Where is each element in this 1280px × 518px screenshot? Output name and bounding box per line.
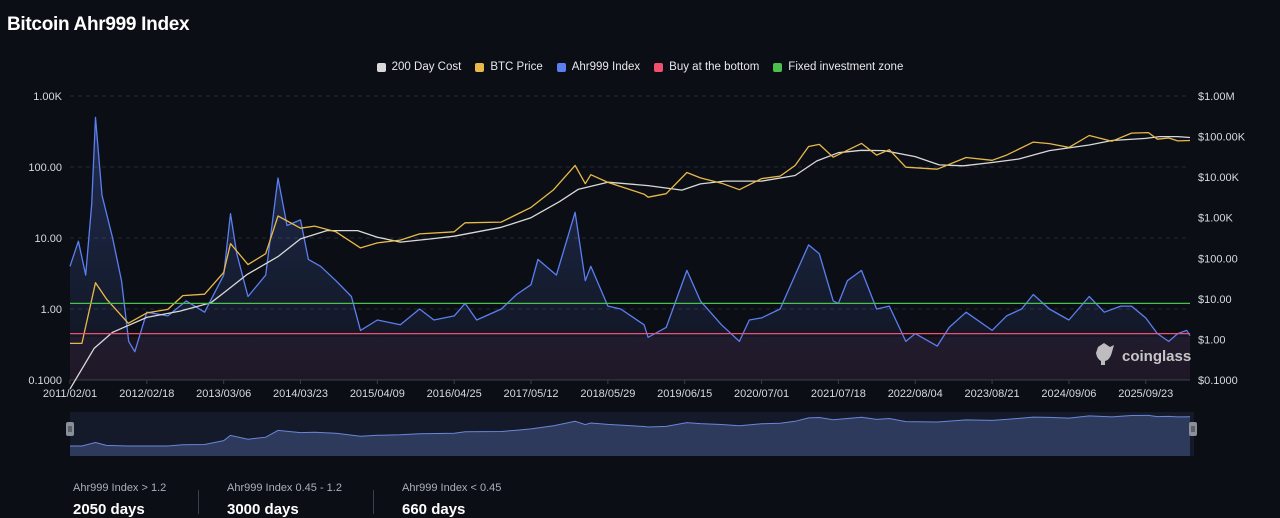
- legend-swatch: [475, 62, 485, 72]
- legend-swatch: [654, 62, 664, 72]
- x-tick-label: 2017/05/12: [504, 388, 559, 400]
- stat-value: 660 days: [402, 501, 466, 518]
- y-right-tick-label: $1.00K: [1198, 213, 1234, 225]
- legend-label: Fixed investment zone: [788, 61, 904, 73]
- stat-below-0-45: Ahr999 Index < 0.45 660 days: [402, 482, 501, 518]
- navigator-handle-right[interactable]: [1189, 422, 1197, 436]
- legend-item-btc-price[interactable]: BTC Price: [475, 61, 543, 73]
- x-tick-label: 2015/04/09: [350, 388, 405, 400]
- x-tick-label: 2024/09/06: [1041, 388, 1096, 400]
- x-tick-label: 2011/02/01: [43, 388, 97, 400]
- chart-legend: 200 Day Cost BTC Price Ahr999 Index Buy …: [0, 61, 1280, 73]
- watermark: coinglass: [1096, 343, 1191, 365]
- series-line-ahr999-index[interactable]: [69, 116, 1191, 353]
- stat-value: 2050 days: [73, 501, 145, 518]
- legend-label: Buy at the bottom: [669, 61, 760, 73]
- series-line-btc-price[interactable]: [70, 131, 1191, 345]
- stat-value: 3000 days: [227, 501, 299, 518]
- y-axis-left: 0.1000 1.00 10.00 100.00 1.00K: [28, 91, 62, 387]
- x-tick-label: 2019/06/15: [657, 388, 712, 400]
- legend-swatch: [556, 62, 566, 72]
- navigator[interactable]: [66, 412, 1197, 456]
- x-tick-label: 2012/02/18: [119, 388, 174, 400]
- stat-label: Ahr999 Index > 1.2: [73, 482, 167, 494]
- y-left-tick-label: 1.00: [41, 304, 62, 316]
- legend-item-ahr999-index[interactable]: Ahr999 Index: [556, 61, 641, 73]
- y-left-tick-label: 100.00: [28, 162, 62, 174]
- y-left-tick-label: 0.1000: [28, 375, 62, 387]
- y-right-tick-label: $1.00: [1198, 334, 1226, 346]
- x-tick-label: 2020/07/01: [734, 388, 789, 400]
- x-tick-label: 2022/08/04: [888, 388, 943, 400]
- navigator-line: [70, 414, 1191, 447]
- legend-swatch: [773, 62, 783, 72]
- y-right-tick-label: $10.00K: [1198, 172, 1240, 184]
- y-right-tick-label: $1.00M: [1198, 91, 1235, 103]
- navigator-handle-left[interactable]: [66, 422, 74, 436]
- stats-panel: Ahr999 Index > 1.2 2050 days Ahr999 Inde…: [0, 482, 1280, 518]
- watermark-text: coinglass: [1122, 348, 1191, 365]
- legend-label: BTC Price: [490, 61, 543, 73]
- series-area-ahr999-index: [70, 117, 1190, 381]
- legend-label: 200 Day Cost: [391, 61, 462, 73]
- legend-swatch: [376, 62, 386, 72]
- y-left-tick-label: 10.00: [34, 233, 62, 245]
- x-tick-label: 2025/09/23: [1118, 388, 1173, 400]
- navigator-area: [70, 415, 1190, 456]
- y-right-tick-label: $10.00: [1198, 294, 1232, 306]
- x-tick-label: 2014/03/23: [273, 388, 328, 400]
- legend-item-fixed-investment-zone[interactable]: Fixed investment zone: [773, 61, 903, 73]
- navigator-series: [70, 414, 1191, 456]
- x-axis: 2011/02/01 2012/02/18 2013/03/06 2014/03/23…: [43, 379, 1190, 400]
- x-tick-label: 2018/05/29: [580, 388, 635, 400]
- coinglass-logo-icon: [1096, 343, 1114, 365]
- x-tick-label: 2023/08/21: [965, 388, 1020, 400]
- x-tick-label: 2021/07/18: [811, 388, 866, 400]
- y-right-tick-label: $100.00K: [1198, 132, 1246, 144]
- stat-label: Ahr999 Index 0.45 - 1.2: [227, 482, 342, 494]
- y-axis-right: $0.1000 $1.00 $10.00 $100.00 $1.00K $10.00K $1…: [1198, 91, 1246, 387]
- stat-label: Ahr999 Index < 0.45: [402, 482, 502, 494]
- series-line-200-day-cost[interactable]: [69, 135, 1191, 390]
- stat-divider: [198, 490, 199, 514]
- stat-above-1-2: Ahr999 Index > 1.2 2050 days: [73, 482, 166, 518]
- x-tick-label: 2016/04/25: [427, 388, 482, 400]
- legend-item-buy-at-the-bottom[interactable]: Buy at the bottom: [654, 61, 759, 73]
- series-layer: [69, 116, 1191, 390]
- legend-label: Ahr999 Index: [571, 61, 641, 73]
- stat-between: Ahr999 Index 0.45 - 1.2 3000 days: [227, 482, 342, 518]
- threshold-lines: [70, 302, 1190, 335]
- x-tick-label: 2013/03/06: [196, 388, 251, 400]
- y-left-tick-label: 1.00K: [33, 91, 62, 103]
- page-title: Bitcoin Ahr999 Index: [7, 14, 190, 35]
- stat-divider: [373, 490, 374, 514]
- y-right-tick-label: $100.00: [1198, 253, 1238, 265]
- legend-item-200-day-cost[interactable]: 200 Day Cost: [376, 61, 462, 73]
- y-right-tick-label: $0.1000: [1198, 375, 1238, 387]
